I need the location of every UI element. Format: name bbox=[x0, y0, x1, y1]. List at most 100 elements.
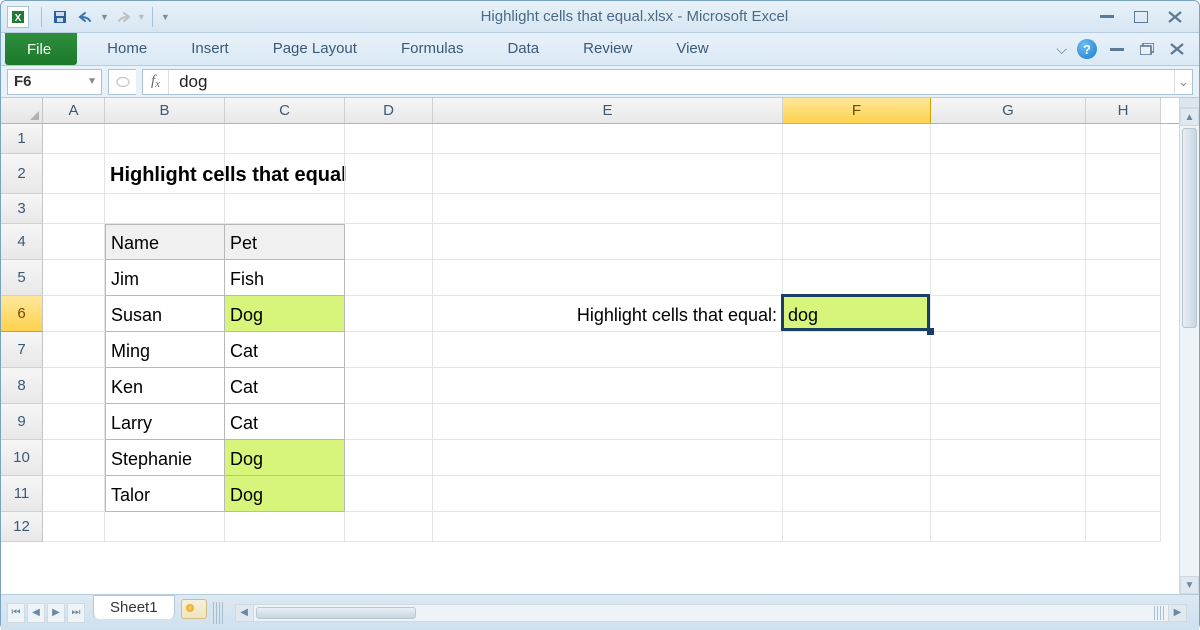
col-header-D[interactable]: D bbox=[345, 98, 433, 123]
undo-button[interactable] bbox=[74, 6, 98, 28]
cell-H1[interactable] bbox=[1086, 124, 1161, 154]
horizontal-scroll-thumb[interactable] bbox=[256, 607, 416, 619]
cell-D6[interactable] bbox=[345, 296, 433, 332]
cell-H12[interactable] bbox=[1086, 512, 1161, 542]
row-header-3[interactable]: 3 bbox=[1, 194, 43, 224]
cell-A5[interactable] bbox=[43, 260, 105, 296]
tab-data[interactable]: Data bbox=[485, 33, 561, 65]
cell-B8[interactable]: Ken bbox=[105, 368, 225, 404]
cell-D5[interactable] bbox=[345, 260, 433, 296]
cell-D11[interactable] bbox=[345, 476, 433, 512]
cell-A10[interactable] bbox=[43, 440, 105, 476]
cell-G6[interactable] bbox=[931, 296, 1086, 332]
col-header-F[interactable]: F bbox=[783, 98, 931, 123]
tab-insert[interactable]: Insert bbox=[169, 33, 251, 65]
sheet-nav-last[interactable]: ⏭ bbox=[67, 603, 85, 623]
sheet-nav-next[interactable]: ▶ bbox=[47, 603, 65, 623]
cell-A2[interactable] bbox=[43, 154, 105, 194]
cell-D10[interactable] bbox=[345, 440, 433, 476]
cell-D9[interactable] bbox=[345, 404, 433, 440]
cell-E11[interactable] bbox=[433, 476, 783, 512]
cell-H3[interactable] bbox=[1086, 194, 1161, 224]
vertical-scrollbar[interactable]: ▲ ▼ bbox=[1179, 98, 1199, 594]
cell-A9[interactable] bbox=[43, 404, 105, 440]
cell-C12[interactable] bbox=[225, 512, 345, 542]
cell-G10[interactable] bbox=[931, 440, 1086, 476]
cell-E7[interactable] bbox=[433, 332, 783, 368]
fill-handle[interactable] bbox=[927, 328, 934, 335]
file-tab[interactable]: File bbox=[5, 33, 77, 65]
cell-D7[interactable] bbox=[345, 332, 433, 368]
cell-D2[interactable] bbox=[345, 154, 433, 194]
cell-G3[interactable] bbox=[931, 194, 1086, 224]
cell-A8[interactable] bbox=[43, 368, 105, 404]
namebox-dropdown-icon[interactable]: ▼ bbox=[87, 76, 97, 87]
scroll-left-button[interactable]: ◀ bbox=[236, 605, 254, 621]
cell-F1[interactable] bbox=[783, 124, 931, 154]
cell-C9[interactable]: Cat bbox=[225, 404, 345, 440]
close-button[interactable] bbox=[1165, 9, 1185, 25]
cell-F2[interactable] bbox=[783, 154, 931, 194]
cell-H5[interactable] bbox=[1086, 260, 1161, 296]
row-header-10[interactable]: 10 bbox=[1, 440, 43, 476]
col-header-G[interactable]: G bbox=[931, 98, 1086, 123]
cell-B4[interactable]: Name bbox=[105, 224, 225, 260]
cell-B3[interactable] bbox=[105, 194, 225, 224]
cell-C1[interactable] bbox=[225, 124, 345, 154]
workbook-restore-button[interactable] bbox=[1137, 41, 1157, 57]
fx-button[interactable]: fx bbox=[143, 70, 169, 94]
cell-C3[interactable] bbox=[225, 194, 345, 224]
cell-E6[interactable]: Highlight cells that equal: bbox=[433, 296, 783, 332]
row-header-6[interactable]: 6 bbox=[1, 296, 43, 332]
cell-B9[interactable]: Larry bbox=[105, 404, 225, 440]
cells-area[interactable]: Highlight cells that equalNamePetJimFish… bbox=[43, 124, 1179, 594]
cell-B7[interactable]: Ming bbox=[105, 332, 225, 368]
row-header-2[interactable]: 2 bbox=[1, 154, 43, 194]
cell-A6[interactable] bbox=[43, 296, 105, 332]
cell-F9[interactable] bbox=[783, 404, 931, 440]
cell-E1[interactable] bbox=[433, 124, 783, 154]
cell-D12[interactable] bbox=[345, 512, 433, 542]
cell-E9[interactable] bbox=[433, 404, 783, 440]
sheet-tab-active[interactable]: Sheet1 bbox=[93, 595, 175, 619]
cell-D1[interactable] bbox=[345, 124, 433, 154]
sheet-nav-first[interactable]: ⏮ bbox=[7, 603, 25, 623]
formula-bar-expand-icon[interactable]: ⌄ bbox=[1174, 70, 1192, 94]
cell-F8[interactable] bbox=[783, 368, 931, 404]
cell-F12[interactable] bbox=[783, 512, 931, 542]
cell-A3[interactable] bbox=[43, 194, 105, 224]
cell-E4[interactable] bbox=[433, 224, 783, 260]
name-box[interactable]: F6 ▼ bbox=[7, 69, 102, 95]
cell-B11[interactable]: Talor bbox=[105, 476, 225, 512]
cell-B2[interactable]: Highlight cells that equal bbox=[105, 154, 225, 194]
cell-B10[interactable]: Stephanie bbox=[105, 440, 225, 476]
sheet-nav-prev[interactable]: ◀ bbox=[27, 603, 45, 623]
vertical-scroll-thumb[interactable] bbox=[1182, 128, 1197, 328]
select-all-corner[interactable] bbox=[1, 98, 43, 124]
cell-A1[interactable] bbox=[43, 124, 105, 154]
cell-D3[interactable] bbox=[345, 194, 433, 224]
cell-G1[interactable] bbox=[931, 124, 1086, 154]
cell-G2[interactable] bbox=[931, 154, 1086, 194]
formula-input[interactable]: dog bbox=[169, 72, 1174, 92]
workbook-close-button[interactable] bbox=[1167, 41, 1187, 57]
row-headers[interactable]: 123456789101112 bbox=[1, 124, 43, 594]
cell-A4[interactable] bbox=[43, 224, 105, 260]
scroll-down-button[interactable]: ▼ bbox=[1180, 576, 1199, 594]
scroll-up-button[interactable]: ▲ bbox=[1180, 108, 1199, 126]
cell-D8[interactable] bbox=[345, 368, 433, 404]
row-header-8[interactable]: 8 bbox=[1, 368, 43, 404]
ribbon-minimize-icon[interactable]: ⌵ bbox=[1056, 41, 1067, 58]
new-sheet-button[interactable] bbox=[181, 599, 207, 619]
cell-B5[interactable]: Jim bbox=[105, 260, 225, 296]
row-header-11[interactable]: 11 bbox=[1, 476, 43, 512]
cell-H6[interactable] bbox=[1086, 296, 1161, 332]
cell-C7[interactable]: Cat bbox=[225, 332, 345, 368]
maximize-button[interactable] bbox=[1131, 9, 1151, 25]
workbook-minimize-button[interactable] bbox=[1107, 41, 1127, 57]
minimize-button[interactable] bbox=[1097, 9, 1117, 25]
cell-E12[interactable] bbox=[433, 512, 783, 542]
tab-view[interactable]: View bbox=[654, 33, 730, 65]
cell-F11[interactable] bbox=[783, 476, 931, 512]
cell-C8[interactable]: Cat bbox=[225, 368, 345, 404]
